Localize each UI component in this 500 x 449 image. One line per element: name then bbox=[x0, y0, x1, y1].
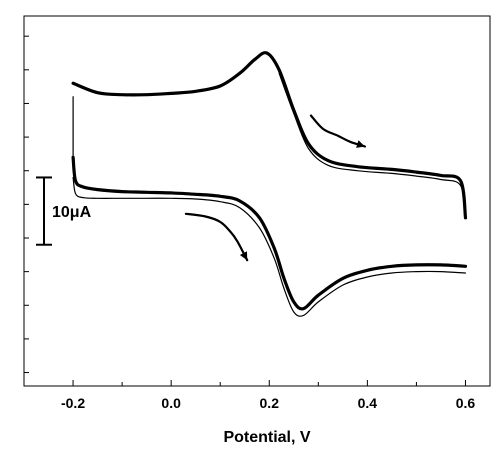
direction-arrow-0 bbox=[309, 114, 366, 148]
x-tick-label: 0.4 bbox=[358, 395, 378, 411]
x-tick-label: -0.2 bbox=[61, 395, 85, 411]
direction-arrows bbox=[184, 114, 366, 262]
series-thick-segment-0 bbox=[71, 51, 468, 220]
x-tick-label: 0.6 bbox=[456, 395, 476, 411]
x-axis-ticks bbox=[23, 380, 466, 386]
plot-frame bbox=[23, 15, 491, 387]
direction-arrow-1 bbox=[184, 212, 249, 262]
x-axis-title: Potential, V bbox=[223, 429, 310, 446]
x-tick-label: 0.0 bbox=[161, 395, 181, 411]
x-tick-label: 0.2 bbox=[260, 395, 280, 411]
current-scale-bar bbox=[36, 176, 52, 246]
scale-bar-label: 10μA bbox=[52, 204, 92, 221]
x-axis-tick-labels: -0.2 0.0 0.2 0.4 0.6 bbox=[61, 395, 475, 411]
direction-arrowhead-0 bbox=[356, 140, 365, 148]
series-thick-segment-1 bbox=[71, 155, 468, 311]
series-layer bbox=[71, 51, 468, 317]
series-thin-segment-1 bbox=[72, 176, 467, 317]
direction-arrowhead-1 bbox=[239, 251, 248, 261]
series-thin-segment-2 bbox=[278, 72, 467, 219]
y-axis-ticks bbox=[24, 35, 29, 374]
